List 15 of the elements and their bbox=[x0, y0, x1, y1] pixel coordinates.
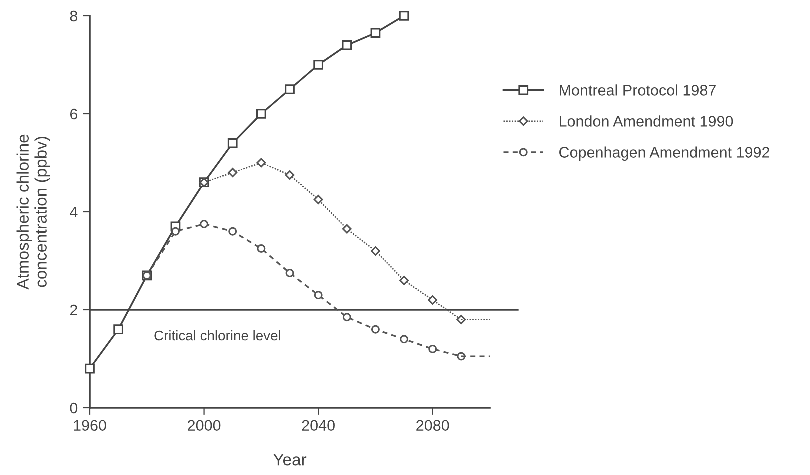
x-tick-label: 2040 bbox=[302, 420, 335, 432]
legend-label: London Amendment 1990 bbox=[560, 116, 734, 127]
y-tick-label: 8 bbox=[70, 10, 78, 22]
x-tick-label: 2080 bbox=[416, 420, 450, 432]
y-tick-label: 6 bbox=[70, 108, 78, 120]
legend-label: Copenhagen Amendment 1992 bbox=[560, 146, 770, 161]
y-axis-title: Atmospheric chlorine concentration (ppbv) bbox=[16, 134, 50, 290]
y-tick-label: 4 bbox=[70, 207, 78, 218]
x-axis-title: Year bbox=[274, 454, 307, 466]
x-tick-label: 1960 bbox=[74, 420, 106, 432]
ref-line-label: Critical chlorine level bbox=[154, 330, 280, 341]
y-tick-label: 0 bbox=[70, 402, 78, 414]
legend-label: Montreal Protocol 1987 bbox=[560, 84, 716, 96]
y-tick-label: 2 bbox=[70, 304, 78, 316]
x-tick-label: 2000 bbox=[188, 420, 221, 432]
